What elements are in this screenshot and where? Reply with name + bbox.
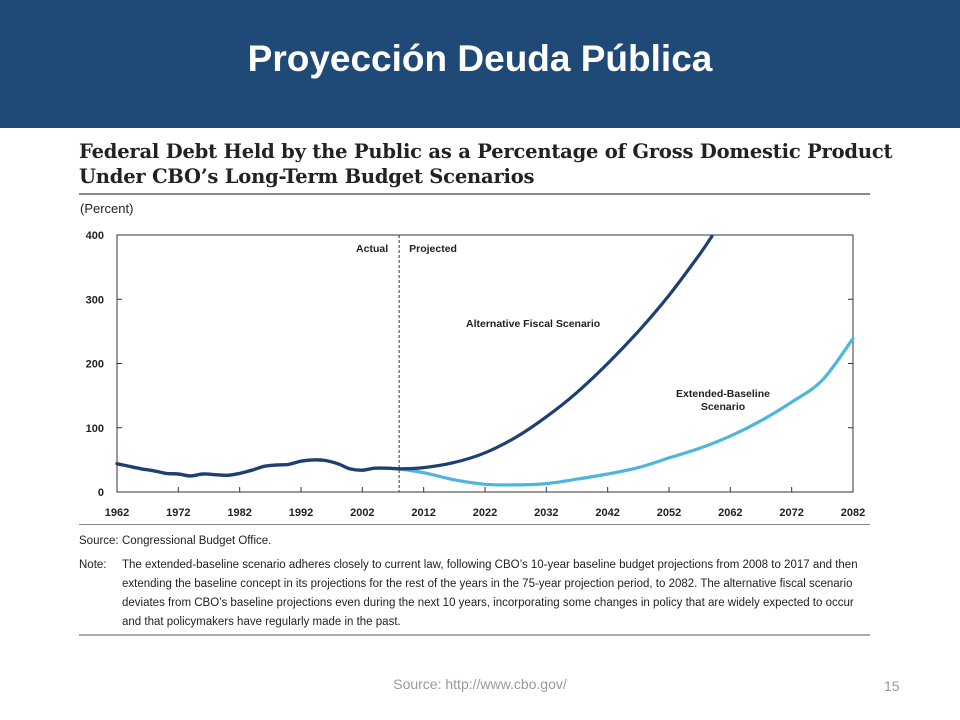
chart-title: Federal Debt Held by the Public as a Per… [79, 139, 893, 189]
source-text: Congressional Budget Office. [122, 535, 272, 547]
x-tick-label: 2072 [779, 507, 803, 519]
x-tick-label: 2032 [534, 507, 558, 519]
chart-source: Source: Congressional Budget Office. [79, 535, 271, 547]
plot-frame [116, 234, 854, 493]
note-label: Note: [79, 559, 107, 571]
x-tick-label: 2082 [841, 507, 865, 519]
x-tick-label: 2052 [657, 507, 681, 519]
bottom-rule [79, 634, 870, 636]
top-rule [79, 193, 870, 195]
projected-label: Projected [409, 243, 457, 255]
y-unit-label: (Percent) [80, 201, 134, 216]
series-extended-baseline [397, 336, 855, 487]
x-tick-label: 2042 [595, 507, 619, 519]
mid-rule [79, 524, 870, 525]
x-tick-label: 1982 [227, 507, 251, 519]
note-text: The extended-baseline scenario adheres c… [122, 559, 858, 628]
y-tick-label: 300 [86, 294, 104, 306]
chart-note: Note: The extended-baseline scenario adh… [79, 556, 874, 632]
actual-label: Actual [356, 243, 388, 255]
chart-title-line2: Under CBO’s Long-Term Budget Scenarios [79, 165, 535, 188]
y-tick-label: 400 [86, 230, 104, 242]
series-alternative-fiscal [397, 234, 714, 471]
x-tick-label: 1962 [105, 507, 129, 519]
y-tick-label: 200 [86, 359, 104, 371]
chart-title-line1: Federal Debt Held by the Public as a Per… [79, 140, 893, 163]
x-tick-label: 2022 [473, 507, 497, 519]
footer-source: Source: http://www.cbo.gov/ [393, 676, 567, 692]
x-tick-label: 2062 [718, 507, 742, 519]
series-historical [115, 458, 401, 478]
y-tick-label: 100 [86, 423, 104, 435]
slide-title: Proyección Deuda Pública [247, 38, 713, 79]
x-tick-label: 2012 [411, 507, 435, 519]
extended-baseline-label-line2: Scenario [701, 401, 745, 413]
y-tick-label: 0 [98, 487, 104, 499]
source-label: Source: [79, 535, 119, 547]
tick-layer: 1962 1972 1982 1992 2002 2012 2022 2032 2042 2052… [86, 230, 866, 519]
x-tick-label: 1992 [289, 507, 313, 519]
extended-baseline-label-line1: Extended-Baseline [676, 388, 770, 400]
page-number: 15 [884, 678, 900, 694]
x-tick-label: 1972 [166, 507, 190, 519]
alternative-scenario-label: Alternative Fiscal Scenario [466, 318, 600, 330]
x-tick-label: 2002 [350, 507, 374, 519]
title-banner [0, 0, 960, 128]
